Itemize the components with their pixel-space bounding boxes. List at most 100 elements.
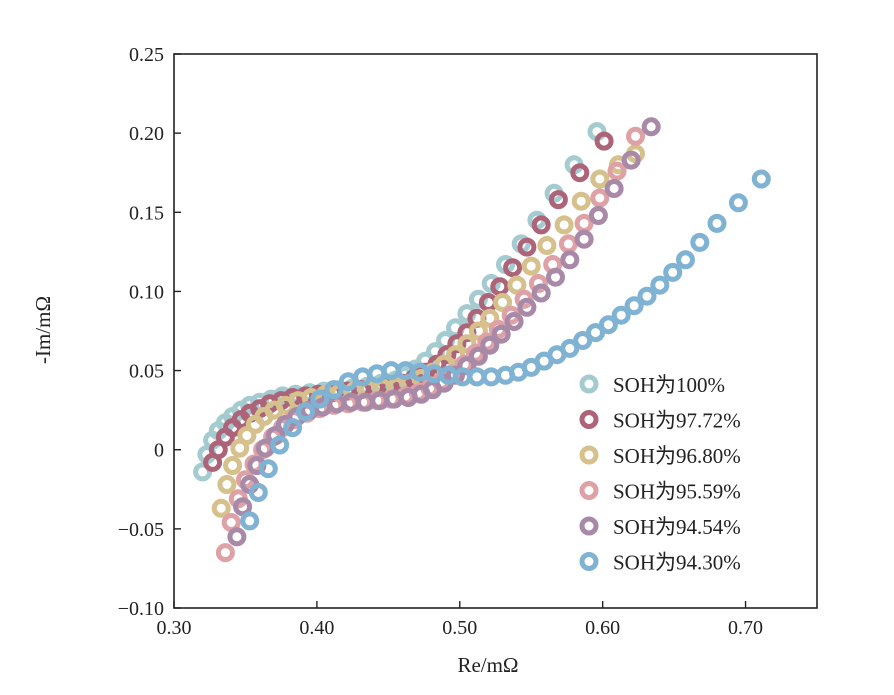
data-point — [480, 335, 500, 355]
data-point — [270, 435, 290, 455]
data-point — [468, 289, 488, 309]
data-point — [626, 126, 645, 146]
data-point — [560, 250, 580, 270]
data-point — [531, 283, 551, 303]
data-point — [480, 308, 500, 328]
legend-label: SOH为95.59% — [613, 480, 741, 504]
data-point — [641, 117, 661, 137]
y-tick-label: 0.25 — [129, 44, 164, 66]
data-point — [240, 395, 260, 415]
legend-label: SOH为94.30% — [613, 551, 741, 575]
legend-item: SOH为96.80% — [579, 444, 741, 468]
data-point — [468, 346, 488, 366]
x-tick-label: 0.70 — [728, 617, 763, 639]
data-point — [283, 418, 303, 438]
data-point — [521, 256, 541, 276]
data-point — [528, 274, 548, 293]
data-point — [215, 543, 235, 563]
data-point — [517, 297, 537, 317]
data-point — [571, 191, 591, 211]
legend-item: SOH为100% — [579, 373, 725, 397]
data-point — [574, 213, 594, 233]
series-2 — [203, 131, 614, 472]
legend-marker — [579, 552, 599, 571]
data-point — [554, 215, 574, 235]
data-point — [356, 392, 375, 412]
legend-marker — [579, 410, 599, 429]
series-3 — [211, 144, 645, 518]
y-tick-label: 0.05 — [129, 361, 164, 383]
data-point — [233, 497, 253, 517]
legend-item: SOH为94.30% — [579, 551, 741, 575]
x-tick-label: 0.60 — [585, 617, 620, 639]
y-tick-label: 0.10 — [129, 281, 164, 303]
data-point — [493, 293, 513, 312]
data-point — [676, 250, 695, 270]
x-tick-label: 0.40 — [299, 617, 334, 639]
data-point — [310, 389, 330, 409]
plot-frame — [173, 53, 818, 609]
data-point — [193, 462, 213, 482]
data-point — [324, 380, 344, 400]
y-tick-label: −0.10 — [118, 598, 164, 620]
x-axis-label: Re/mΩ — [457, 653, 518, 677]
data-point — [621, 150, 641, 170]
data-point — [531, 215, 551, 235]
data-point — [504, 312, 524, 331]
x-tick-label: 0.50 — [442, 617, 477, 639]
data-point — [611, 305, 631, 325]
legend-item: SOH为95.59% — [579, 480, 741, 504]
y-tick-label: 0.15 — [129, 202, 164, 224]
data-point — [650, 275, 670, 295]
data-point — [594, 131, 614, 151]
y-axis-label: -Im/mΩ — [31, 296, 55, 364]
data-point — [598, 315, 618, 335]
data-point — [728, 193, 748, 213]
data-point — [248, 483, 268, 502]
legend: SOH为100% SOH为97.72% SOH为96.80% SOH为95.59% SO… — [579, 373, 741, 575]
data-point — [223, 456, 243, 475]
legend-marker — [579, 481, 599, 500]
data-point — [437, 345, 457, 365]
legend-label: SOH为96.80% — [613, 444, 741, 468]
legend-label: SOH为100% — [613, 373, 725, 397]
data-point — [663, 262, 683, 282]
data-point — [447, 334, 467, 354]
data-point — [217, 475, 237, 494]
x-tick-label: 0.30 — [157, 617, 192, 639]
data-point — [503, 258, 523, 278]
data-point — [604, 179, 624, 198]
data-point — [546, 267, 565, 287]
data-point — [570, 163, 590, 183]
data-point — [367, 364, 387, 384]
data-point — [211, 498, 231, 518]
data-point — [574, 229, 594, 249]
legend-marker — [579, 516, 599, 536]
data-point — [296, 402, 315, 422]
legend-marker — [579, 374, 599, 394]
data-point — [637, 286, 657, 306]
data-point — [590, 169, 610, 189]
legend-marker — [579, 445, 599, 465]
data-point — [481, 367, 501, 387]
data-point — [751, 169, 771, 189]
legend-label: SOH为94.54% — [613, 515, 741, 539]
data-point — [258, 459, 278, 479]
data-point — [327, 394, 347, 414]
data-point — [384, 389, 404, 409]
data-point — [507, 275, 527, 295]
y-tick-label: 0.20 — [129, 123, 164, 145]
data-point — [240, 511, 260, 531]
data-point — [586, 323, 605, 343]
data-point — [590, 188, 610, 208]
data-point — [624, 296, 644, 316]
y-tick-label: −0.05 — [118, 519, 164, 541]
series-6 — [240, 169, 771, 531]
legend-label: SOH为97.72% — [613, 409, 741, 433]
legend-item: SOH为97.72% — [579, 409, 741, 433]
y-tick-label: 0 — [154, 440, 164, 462]
data-point — [227, 527, 247, 547]
data-point — [537, 236, 557, 255]
data-point — [573, 331, 593, 350]
